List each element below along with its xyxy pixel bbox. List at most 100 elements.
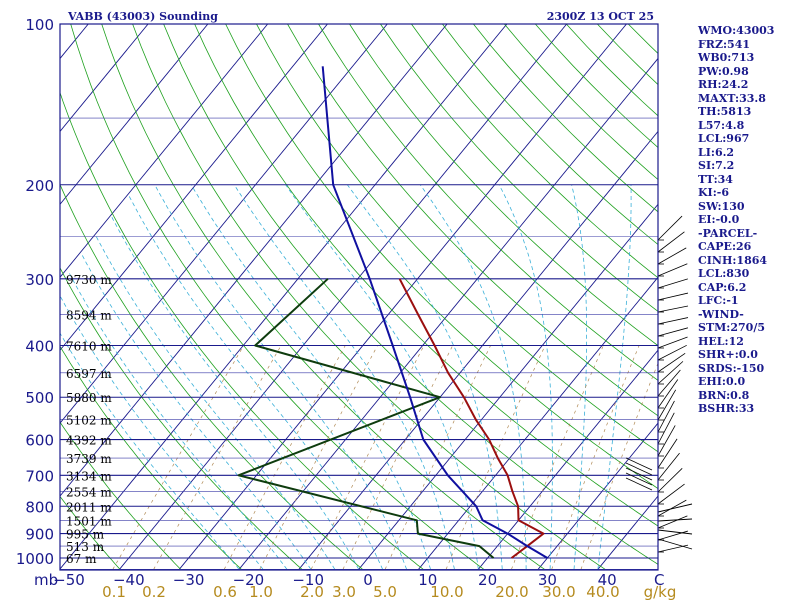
moist-adiabat-line bbox=[81, 254, 312, 570]
isotherm-line bbox=[60, 24, 328, 351]
wind-barb bbox=[657, 231, 685, 253]
temperature-tick-label: 10 bbox=[418, 571, 437, 589]
wind-barb bbox=[657, 483, 685, 505]
height-label: 995 m bbox=[66, 528, 105, 542]
index-value: SRDS:-150 bbox=[698, 361, 765, 375]
chart-title: VABB (43003) Sounding bbox=[67, 10, 218, 23]
wind-barb bbox=[657, 352, 686, 373]
wind-barb bbox=[657, 499, 687, 517]
mixing-ratio-line bbox=[551, 345, 640, 570]
mixing-ratio-label: 0.2 bbox=[142, 583, 166, 600]
height-label: 67 m bbox=[66, 552, 97, 566]
moist-adiabat-line bbox=[67, 270, 288, 570]
mixing-ratio-label: 0.1 bbox=[102, 583, 126, 600]
pressure-tick-label: 100 bbox=[25, 16, 54, 34]
temperature-tick-label: −20 bbox=[233, 571, 265, 589]
wind-barb bbox=[625, 477, 653, 491]
height-label: 5880 m bbox=[66, 391, 112, 405]
isotherm-line bbox=[60, 24, 448, 497]
mixing-ratio-line bbox=[153, 345, 282, 570]
dry-adiabat-line bbox=[380, 24, 658, 312]
isotherm-line bbox=[60, 24, 508, 570]
pressure-tick-label: 800 bbox=[25, 498, 54, 516]
moist-adiabat-line bbox=[60, 294, 264, 570]
mixing-ratio-line bbox=[223, 345, 346, 570]
dry-adiabat-line bbox=[256, 24, 658, 453]
wind-barb bbox=[657, 379, 679, 409]
dewpoint-profile-line bbox=[237, 278, 495, 559]
mixing-ratio-line bbox=[310, 345, 425, 570]
dry-adiabat-line bbox=[60, 421, 181, 570]
dry-adiabat-line bbox=[349, 24, 658, 347]
isotherm-line bbox=[60, 24, 269, 278]
pressure-tick-label: 400 bbox=[25, 338, 54, 356]
dry-adiabat-line bbox=[60, 345, 242, 570]
isotherm-line bbox=[178, 24, 627, 570]
wind-barb bbox=[657, 518, 693, 522]
isotherm-line bbox=[60, 24, 388, 424]
wind-barb bbox=[657, 412, 675, 445]
index-value: CINH:1864 bbox=[698, 253, 768, 267]
moist-adiabat-line bbox=[285, 184, 479, 570]
mixing-ratio-label: 30.0 bbox=[542, 583, 575, 600]
mixing-ratio-line bbox=[445, 345, 546, 570]
wind-barb bbox=[657, 530, 688, 541]
height-label: 3739 m bbox=[66, 452, 112, 466]
temperature-tick-label: −10 bbox=[292, 571, 324, 589]
index-value: BRN:0.8 bbox=[698, 388, 750, 402]
isotherm-line bbox=[0, 24, 28, 569]
temperature-tick-label: 30 bbox=[538, 571, 557, 589]
wind-barb bbox=[657, 538, 693, 550]
moist-adiabat-line bbox=[95, 236, 336, 570]
wind-barb bbox=[657, 529, 693, 535]
index-value: TH:5813 bbox=[698, 105, 752, 118]
mixing-ratio-line bbox=[384, 345, 491, 570]
height-label: 2554 m bbox=[66, 485, 112, 499]
wind-barb bbox=[657, 305, 689, 313]
pressure-tick-label: 600 bbox=[25, 432, 54, 450]
index-value: FRZ:541 bbox=[698, 37, 751, 51]
isotherm-line bbox=[537, 422, 658, 570]
dry-adiabat-line bbox=[132, 24, 606, 570]
height-label: 4392 m bbox=[66, 434, 112, 448]
height-label: 3134 m bbox=[66, 469, 112, 483]
index-value: L57:4.8 bbox=[698, 118, 745, 132]
dry-adiabat-line bbox=[0, 24, 59, 569]
chart-timestamp: 2300Z 13 OCT 25 bbox=[547, 10, 654, 23]
dry-adiabat-line bbox=[411, 24, 658, 279]
wind-barb bbox=[657, 317, 689, 325]
mixing-ratio-line bbox=[112, 345, 245, 570]
moist-adiabat-line bbox=[60, 332, 240, 570]
height-label: 8594 m bbox=[66, 309, 112, 323]
pressure-tick-label: 1000 bbox=[16, 550, 54, 568]
temperature-tick-label: 20 bbox=[478, 571, 497, 589]
wind-barb bbox=[657, 425, 676, 457]
index-value: EI:-0.0 bbox=[698, 213, 740, 226]
mixing-ratio-unit-label: g/kg bbox=[644, 583, 677, 600]
mixing-ratio-label: 3.0 bbox=[332, 583, 356, 600]
wind-barb bbox=[657, 438, 678, 469]
index-value: HEL:12 bbox=[698, 334, 744, 348]
index-value: CAP:6.2 bbox=[698, 280, 747, 294]
index-value: STM:270/5 bbox=[698, 321, 765, 334]
moist-adiabat-line bbox=[419, 184, 527, 570]
height-label: 1501 m bbox=[66, 514, 112, 528]
height-label: 9730 m bbox=[66, 273, 112, 287]
index-value: MAXT:33.8 bbox=[698, 91, 766, 105]
pressure-tick-label: 200 bbox=[25, 177, 54, 195]
index-value: SHR+:0.0 bbox=[698, 348, 758, 361]
height-label: 5102 m bbox=[66, 413, 112, 427]
plot-frame bbox=[59, 23, 659, 571]
temperature-tick-label: −40 bbox=[113, 571, 145, 589]
mixing-ratio-line bbox=[511, 345, 604, 570]
isotherm-line bbox=[418, 276, 658, 570]
index-value: LFC:-1 bbox=[698, 294, 739, 307]
wind-barb bbox=[625, 457, 653, 471]
dry-adiabat-line bbox=[70, 24, 485, 570]
mixing-ratio-label: 20.0 bbox=[495, 583, 528, 600]
pressure-tick-label: 500 bbox=[25, 389, 54, 407]
temperature-tick-label: 40 bbox=[598, 571, 617, 589]
index-value: WB0:713 bbox=[698, 51, 755, 64]
pressure-tick-label: 300 bbox=[25, 271, 54, 289]
